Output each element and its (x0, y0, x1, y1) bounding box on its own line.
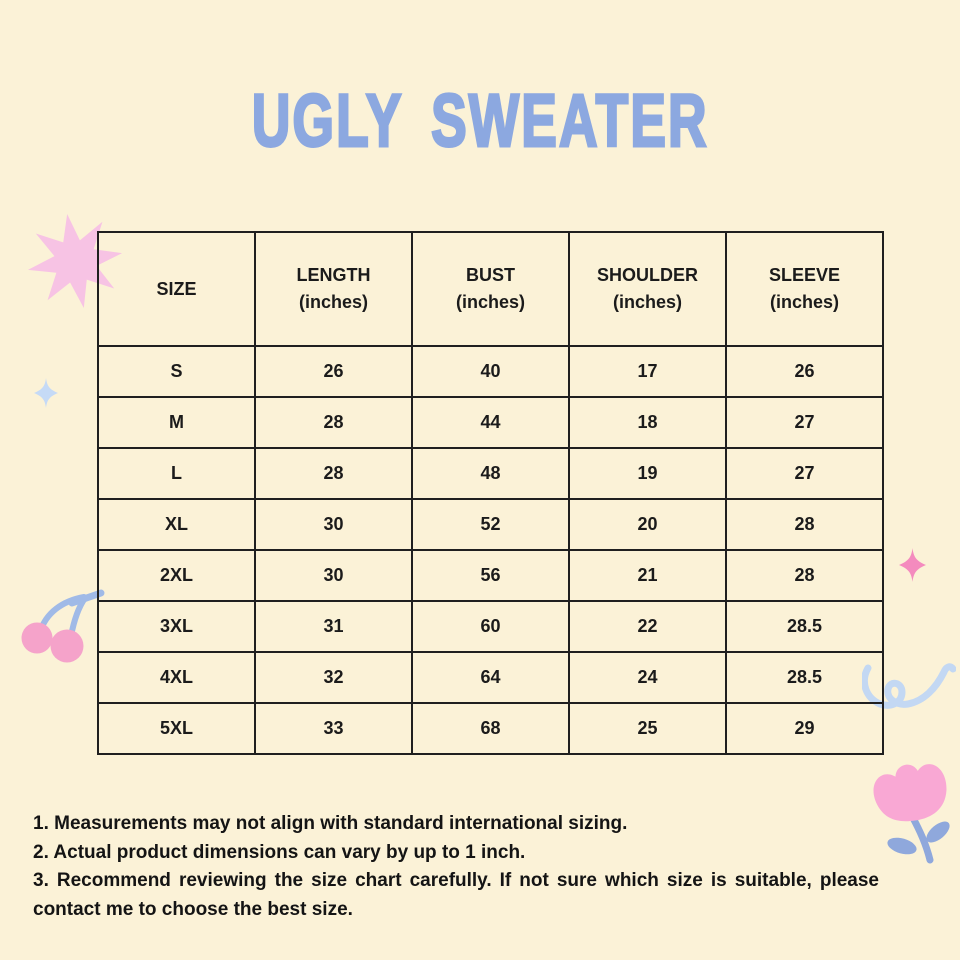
table-cell: 28 (725, 549, 884, 602)
page-title-text: UGLY SWEATER (251, 79, 709, 162)
table-cell: 3XL (97, 600, 256, 653)
table-row: XL 30 52 20 28 (97, 498, 884, 551)
table-cell: 26 (254, 345, 413, 398)
table-cell: 4XL (97, 651, 256, 704)
table-cell: 40 (411, 345, 570, 398)
table-cell: 52 (411, 498, 570, 551)
table-cell: 31 (254, 600, 413, 653)
table-cell: 30 (254, 498, 413, 551)
table-cell: 28.5 (725, 600, 884, 653)
table-cell: S (97, 345, 256, 398)
table-cell: 20 (568, 498, 727, 551)
table-cell: 33 (254, 702, 413, 755)
table-cell: 19 (568, 447, 727, 500)
column-header-shoulder: SHOULDER (inches) (568, 231, 727, 347)
blue-sparkle-icon (34, 378, 58, 408)
table-cell: 5XL (97, 702, 256, 755)
table-cell: 22 (568, 600, 727, 653)
table-cell: 18 (568, 396, 727, 449)
table-cell: 28 (725, 498, 884, 551)
column-header-size: SIZE (97, 231, 256, 347)
table-cell: 27 (725, 447, 884, 500)
size-notes: 1. Measurements may not align with stand… (33, 810, 879, 924)
note-item: 1. Measurements may not align with stand… (33, 813, 628, 834)
table-row: 2XL 30 56 21 28 (97, 549, 884, 602)
table-cell: 64 (411, 651, 570, 704)
table-row: 3XL 31 60 22 28.5 (97, 600, 884, 653)
table-cell: 2XL (97, 549, 256, 602)
tulip-icon (873, 764, 950, 864)
column-header-length: LENGTH (inches) (254, 231, 413, 347)
table-cell: M (97, 396, 256, 449)
table-cell: 28 (254, 447, 413, 500)
table-cell: 30 (254, 549, 413, 602)
table-cell: 60 (411, 600, 570, 653)
table-cell: 21 (568, 549, 727, 602)
table-cell: 44 (411, 396, 570, 449)
table-row: S 26 40 17 26 (97, 345, 884, 398)
table-cell: L (97, 447, 256, 500)
table-cell: 48 (411, 447, 570, 500)
table-cell: 25 (568, 702, 727, 755)
table-cell: 28 (254, 396, 413, 449)
table-cell: 68 (411, 702, 570, 755)
column-header-bust: BUST (inches) (411, 231, 570, 347)
table-cell: 17 (568, 345, 727, 398)
table-cell: XL (97, 498, 256, 551)
table-header-row: SIZE LENGTH (inches) BUST (inches) SHOULDE… (97, 231, 884, 347)
table-cell: 24 (568, 651, 727, 704)
table-row: L 28 48 19 27 (97, 447, 884, 500)
table-cell: 56 (411, 549, 570, 602)
table-row: 4XL 32 64 24 28.5 (97, 651, 884, 704)
note-item: 3. Recommend reviewing the size chart ca… (33, 870, 879, 920)
table-cell: 29 (725, 702, 884, 755)
table-row: 5XL 33 68 25 29 (97, 702, 884, 755)
table-cell: 26 (725, 345, 884, 398)
size-table: SIZE LENGTH (inches) BUST (inches) SHOULDE… (97, 231, 884, 755)
starburst-icon (27, 213, 123, 309)
cherries-icon (21, 589, 105, 663)
note-item: 2. Actual product dimensions can vary by… (33, 841, 526, 863)
pink-sparkle-icon (899, 548, 926, 582)
table-cell: 27 (725, 396, 884, 449)
table-cell: 32 (254, 651, 413, 704)
column-header-sleeve: SLEEVE (inches) (725, 231, 884, 347)
page-title: UGLY SWEATER (0, 79, 960, 162)
table-row: M 28 44 18 27 (97, 396, 884, 449)
table-cell: 28.5 (725, 651, 884, 704)
